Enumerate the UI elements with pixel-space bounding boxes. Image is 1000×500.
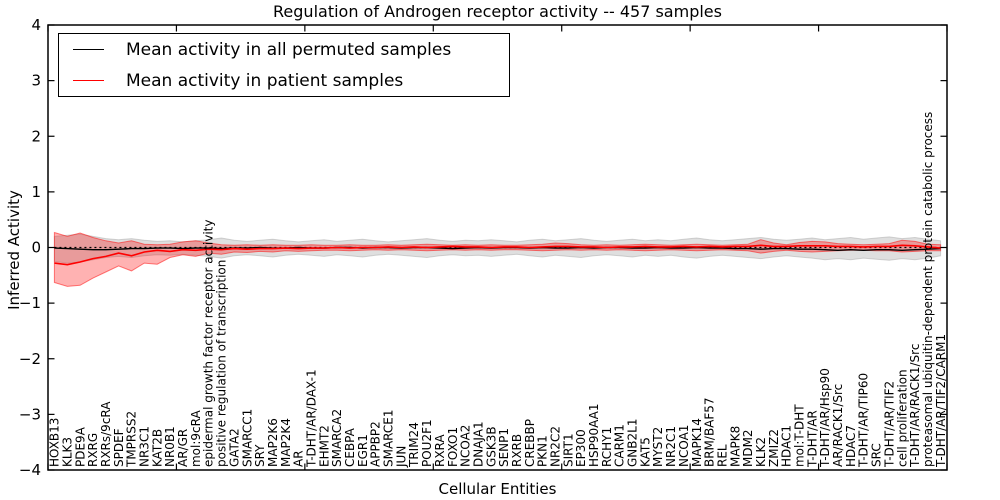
y-axis-title: Inferred Activity [5,190,23,310]
x-tick-label: T-DHT/AR/TIP60 [857,373,871,468]
legend-item-permuted: Mean activity in all permuted samples [59,34,509,65]
x-tick-label: FOXO1 [446,427,460,467]
x-tick-label: epidermal growth factor receptor activit… [202,220,216,467]
x-tick-label: mol:9cRA [189,410,203,467]
x-tick-label: MAP2K6 [266,418,280,467]
x-axis-title: Cellular Entities [438,480,557,498]
x-tick-label: GSK3B [484,426,498,467]
legend-label-permuted: Mean activity in all permuted samples [126,39,452,60]
x-tick-label: NR2C1 [664,426,678,467]
x-tick-label: T-DHT/AR [805,410,819,468]
x-tick-label: KAT2B [150,429,164,467]
x-tick-label: HOXB13 [48,418,62,467]
x-tick-label: EGR1 [356,434,370,467]
x-tick-label: RXRs/9cRA [99,401,113,467]
legend-label-patient: Mean activity in patient samples [126,70,404,91]
x-tick-label: cell proliferation [895,369,909,467]
x-tick-label: T-DHT/AR/TIF2/CARM1 [934,334,948,468]
y-tick-label: 1 [31,183,41,201]
x-tick-label: SRC [870,443,884,467]
x-tick-label: DNAJA1 [471,421,485,467]
x-tick-label: PKN1 [536,435,550,467]
legend-line-black [73,49,104,50]
x-tick-label: KLK3 [60,437,74,467]
x-tick-label: SIRT1 [561,433,575,467]
x-tick-label: MAP2K4 [279,418,293,467]
x-tick-label: TMPRSS2 [125,411,139,468]
patient-mean-line [54,244,941,266]
x-tick-label: CEBPA [343,427,357,467]
y-tick-label: −2 [19,350,41,368]
x-tick-label: proteasomal ubiquitin-dependent protein … [921,112,935,467]
x-tick-label: KLK2 [754,437,768,467]
x-tick-label: mol:T-DHT [793,404,807,467]
x-tick-label: T-DHT/AR/DAX-1 [304,369,318,468]
x-tick-label: KAT5 [638,437,652,467]
x-tick-label: RXRA [433,434,447,467]
x-tick-label: HDAC1 [780,425,794,467]
x-tick-label: MYST2 [651,427,665,467]
x-tick-label: GNB2L1 [626,419,640,467]
x-tick-label: CREBBP [523,419,537,467]
x-tick-label: BRM/BAF57 [703,397,717,467]
y-tick-label: −1 [19,294,41,312]
y-tick-label: −4 [19,461,41,479]
x-tick-label: SMARCA2 [330,409,344,467]
x-tick-label: RXRB [510,434,524,467]
x-tick-label: HDAC7 [844,425,858,467]
x-tick-label: T-DHT/AR/TIF2 [882,381,896,468]
y-tick-label: 0 [31,239,41,257]
x-tick-label: MAPK8 [728,426,742,467]
x-tick-label: AR/RACK1/Src [831,384,845,467]
x-tick-label: SMARCC1 [240,409,254,467]
legend: Mean activity in all permuted samples Me… [58,33,510,97]
x-tick-label: SMARCE1 [382,409,396,467]
x-tick-label: EHMT2 [317,425,331,467]
x-tick-label: JUN [394,446,408,468]
x-tick-label: NCOA2 [459,425,473,467]
y-tick-label: 4 [31,16,41,34]
x-tick-label: NR0B1 [163,426,177,467]
x-tick-label: TRIM24 [407,422,421,468]
x-tick-label: APPBP2 [369,421,383,467]
x-tick-label: AR/GR [176,429,190,467]
x-tick-label: MAPK14 [690,418,704,467]
x-tick-label: SRY [253,444,267,467]
x-tick-label: SENP1 [497,428,511,467]
permuted-band [53,233,942,264]
y-tick-label: 3 [31,72,41,90]
x-tick-label: EP300 [574,429,588,467]
y-tick-label: 2 [31,127,41,145]
x-tick-label: RCHY1 [600,427,614,467]
x-tick-label: POU2F1 [420,419,434,467]
x-tick-label: MDM2 [741,429,755,467]
x-tick-label: T-DHT/AR/Hsp90 [818,368,832,468]
legend-item-patient: Mean activity in patient samples [59,65,509,96]
x-tick-label: ZMIZ2 [767,429,781,467]
x-tick-label: NR3C1 [138,426,152,467]
x-tick-label: SPDEF [112,428,126,467]
x-tick-label: CARM1 [613,424,627,467]
y-tick-label: −3 [19,405,41,423]
x-tick-label: HSP90AA1 [587,403,601,467]
x-tick-label: NR2C2 [548,426,562,467]
x-tick-label: RXRG [86,433,100,467]
x-tick-label: GATA2 [227,428,241,467]
chart-title: Regulation of Androgen receptor activity… [273,2,722,21]
x-tick-label: REL [715,444,729,467]
x-tick-label: AR [292,450,306,467]
x-tick-label: positive regulation of transcription [215,260,229,467]
x-tick-label: T-DHT/AR/RACK1/Src [908,344,922,468]
x-tick-label: NCOA1 [677,425,691,467]
x-tick-label: PDE9A [73,426,87,467]
legend-line-red [73,80,104,81]
